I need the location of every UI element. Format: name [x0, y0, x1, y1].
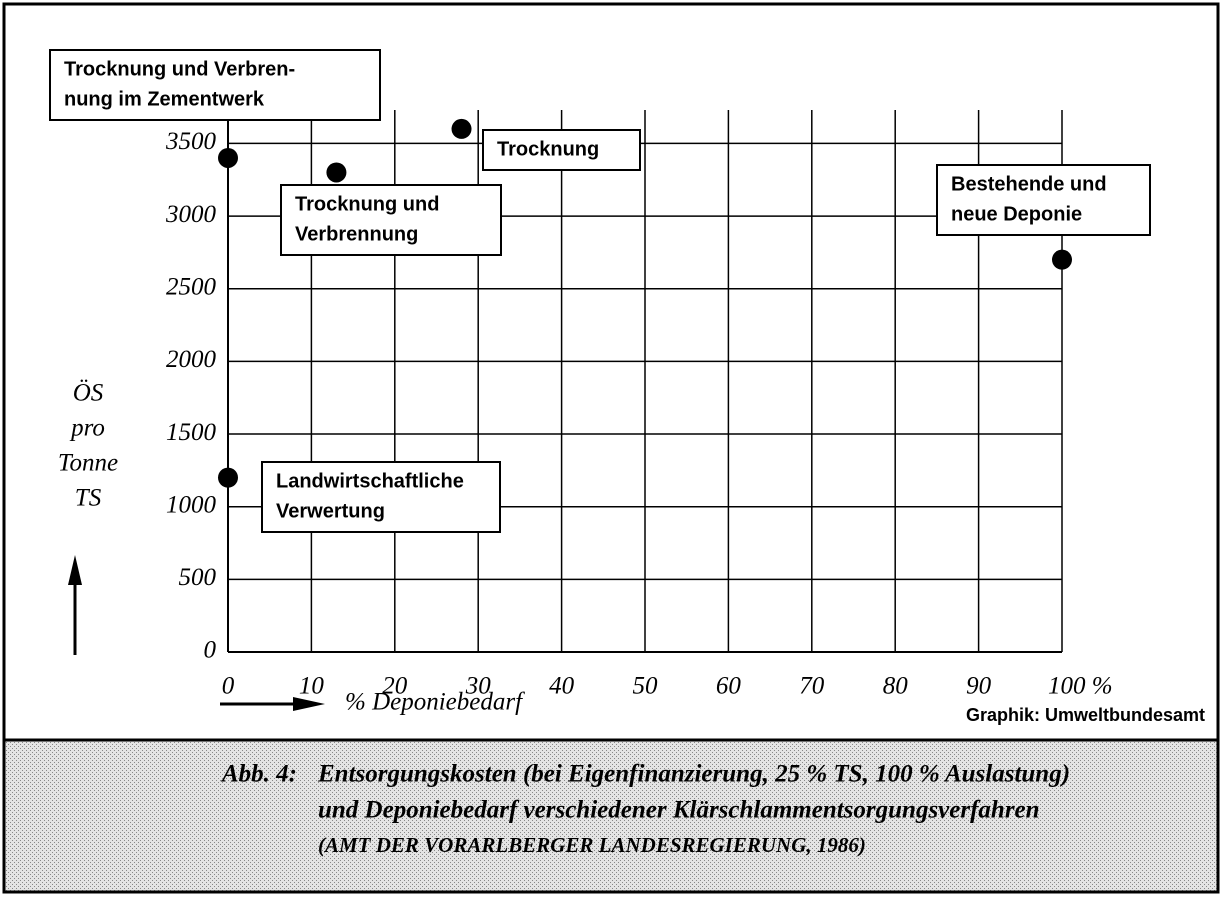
- point-label: Trocknung: [497, 138, 599, 160]
- x-tick-label: 100 %: [1048, 673, 1113, 700]
- label-box: [280, 184, 502, 256]
- x-arrow-head: [293, 697, 325, 711]
- point-label: Verbrennung: [295, 223, 418, 245]
- point-label: neue Deponie: [951, 203, 1082, 225]
- frame: [2, 2, 1220, 894]
- y-axis-label: ÖS: [73, 379, 104, 407]
- x-tick-label: 50: [633, 673, 659, 700]
- x-tick-label: 40: [549, 673, 575, 700]
- point: [451, 118, 472, 139]
- x-tick-label: 20: [382, 673, 408, 700]
- label-box: [482, 129, 641, 171]
- x-tick-label: 60: [716, 673, 742, 700]
- x-axis-label: % Deponiebedarf: [345, 689, 525, 716]
- x-tick-label: 30: [465, 673, 492, 700]
- y-tick-label: 2500: [166, 273, 217, 300]
- point: [218, 467, 238, 488]
- x-tick-label: 70: [799, 673, 825, 700]
- caption-background: [4, 740, 1218, 892]
- label-box: [936, 164, 1151, 236]
- y-axis-label: TS: [75, 485, 102, 512]
- y-tick-label: 1500: [166, 419, 217, 446]
- point-label: Verwertung: [276, 500, 385, 522]
- x-tick-label: 0: [222, 673, 235, 700]
- x-tick-label: 90: [966, 673, 992, 700]
- label-box: [261, 461, 501, 533]
- y-arrow-head: [68, 555, 82, 585]
- caption-line: (AMT DER VORARLBERGER LANDESREGIERUNG, 1…: [318, 833, 866, 857]
- y-tick-label: 500: [179, 564, 217, 591]
- source: Graphik: Umweltbundesamt: [966, 705, 1205, 725]
- y-tick-label: 1000: [166, 491, 217, 518]
- caption-line: und Deponiebedarf verschiedener Klärschl…: [318, 797, 1040, 824]
- x-tick-label: 80: [883, 673, 909, 700]
- point-label: Landwirtschaftliche: [276, 470, 464, 492]
- y-tick-label: 0: [204, 637, 217, 664]
- y-axis-label: pro: [69, 415, 105, 442]
- y-tick-label: 2000: [166, 346, 217, 373]
- caption-number: Abb. 4:: [220, 761, 297, 788]
- point: [326, 162, 347, 183]
- label-box: [49, 49, 381, 121]
- y-tick-label: 3000: [165, 201, 217, 228]
- point: [218, 147, 238, 168]
- x-tick-label: 10: [299, 673, 325, 700]
- y-tick-label: 3500: [165, 128, 217, 155]
- point-label: nung im Zementwerk: [64, 88, 265, 110]
- y-axis-label: Tonne: [58, 450, 118, 477]
- point: [1052, 249, 1072, 270]
- caption-line: Entsorgungskosten (bei Eigenfinanzierung…: [317, 761, 1070, 788]
- point-label: Bestehende und: [951, 173, 1107, 195]
- point-label: Trocknung und: [295, 193, 439, 215]
- point-label: Trocknung und Verbren-: [64, 58, 295, 80]
